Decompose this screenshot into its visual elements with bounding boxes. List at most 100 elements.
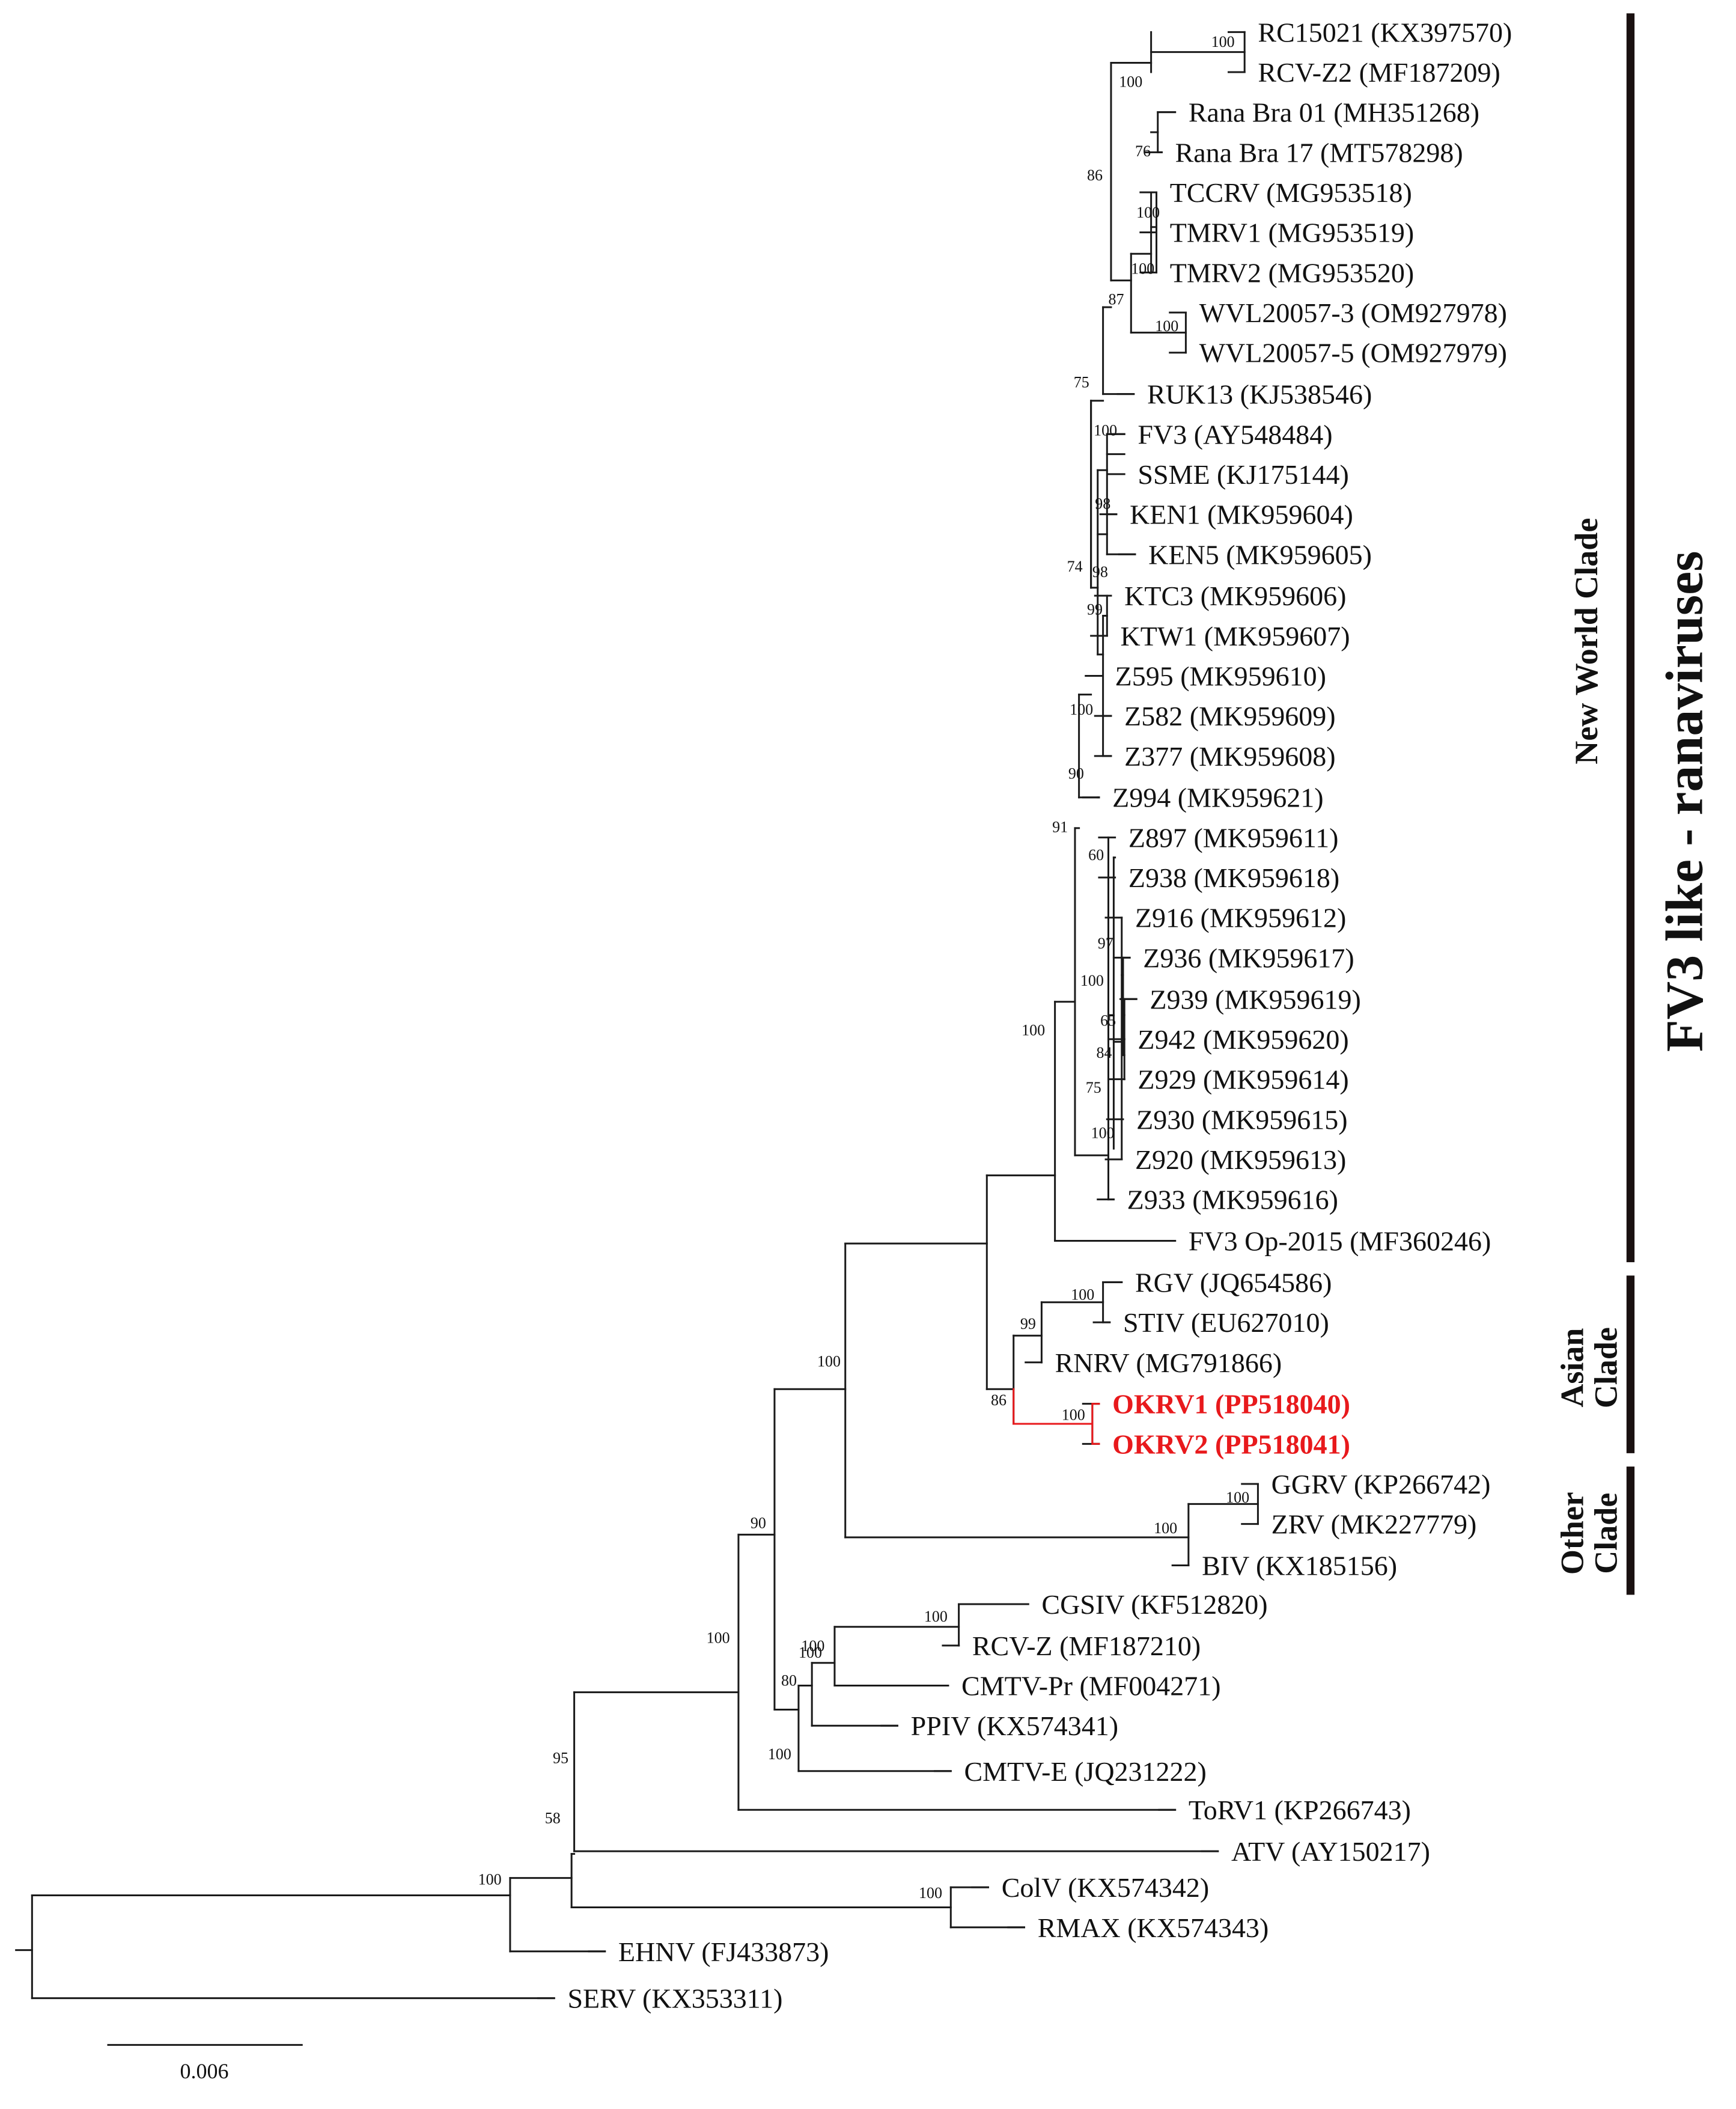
taxon-label-rmax: RMAX (KX574343) — [1038, 1912, 1269, 1943]
taxon-label-ssme: SSME (KJ175144) — [1138, 459, 1348, 490]
taxon-label-rc15021: RC15021 (KX397570) — [1258, 17, 1512, 47]
bootstrap-value: 97 — [1098, 935, 1113, 952]
bootstrap-value: 75 — [1074, 373, 1089, 391]
taxon-label-ken1: KEN1 (MK959604) — [1130, 499, 1353, 530]
bootstrap-value: 58 — [545, 1809, 561, 1827]
taxon-label-tmrv1: TMRV1 (MG953519) — [1170, 218, 1414, 248]
other-clade-label-line: Clade — [1588, 1493, 1624, 1574]
bootstrap-value: 86 — [991, 1391, 1007, 1409]
taxon-label-cmtvpr: CMTV-Pr (MF004271) — [961, 1671, 1221, 1702]
taxon-label-stiv: STIV (EU627010) — [1123, 1307, 1329, 1338]
taxon-label-ehnv: EHNV (FJ433873) — [618, 1937, 829, 1967]
taxon-label-rgv: RGV (JQ654586) — [1135, 1267, 1332, 1298]
taxon-label-tccrv: TCCRV (MG953518) — [1170, 177, 1412, 208]
bootstrap-value: 100 — [1091, 1124, 1115, 1141]
taxon-label-z920: Z920 (MK959613) — [1135, 1144, 1346, 1175]
taxon-label-biv: BIV (KX185156) — [1202, 1551, 1397, 1581]
taxon-label-z916: Z916 (MK959612) — [1135, 903, 1346, 933]
taxon-label-ktw1: KTW1 (MK959607) — [1121, 621, 1350, 652]
taxon-label-ggrv: GGRV (KP266742) — [1272, 1469, 1491, 1500]
bootstrap-value: 100 — [1070, 701, 1093, 718]
taxon-label-ruk13: RUK13 (KJ538546) — [1147, 379, 1372, 410]
taxon-label-zrv: ZRV (MK227779) — [1272, 1509, 1477, 1540]
taxon-label-z595: Z595 (MK959610) — [1115, 661, 1326, 691]
new-world-clade-bar — [1626, 13, 1635, 1263]
bootstrap-value: 100 — [1155, 317, 1178, 335]
bootstrap-value: 86 — [1087, 166, 1103, 184]
figure-title: FV3 like - ranaviruses — [1656, 551, 1714, 1052]
bootstrap-value: 100 — [817, 1352, 841, 1370]
bootstrap-value: 99 — [1087, 600, 1103, 618]
taxon-label-colv: ColV (KX574342) — [1002, 1872, 1209, 1903]
taxon-label-z930: Z930 (MK959615) — [1136, 1104, 1347, 1135]
taxon-label-z939: Z939 (MK959619) — [1150, 984, 1360, 1015]
bootstrap-value: 74 — [1067, 558, 1083, 575]
bootstrap-value: 100 — [1119, 73, 1142, 90]
bootstrap-value: 100 — [1094, 421, 1117, 439]
taxon-label-tmrv2: TMRV2 (MG953520) — [1170, 257, 1414, 288]
taxon-label-z938: Z938 (MK959618) — [1128, 862, 1339, 893]
taxon-label-rnrv: RNRV (MG791866) — [1055, 1348, 1282, 1378]
bootstrap-value: 99 — [1020, 1315, 1036, 1332]
bootstrap-value: 100 — [707, 1629, 730, 1646]
taxon-label-okrv1: OKRV1 (PP518040) — [1112, 1389, 1350, 1420]
taxon-label-z897: Z897 (MK959611) — [1128, 822, 1339, 853]
bootstrap-value: 100 — [1226, 1489, 1249, 1506]
taxon-label-wvl3: WVL20057-3 (OM927978) — [1199, 298, 1507, 328]
taxon-label-atv: ATV (AY150217) — [1231, 1836, 1430, 1867]
taxon-label-cgsiv: CGSIV (KF512820) — [1041, 1589, 1267, 1620]
taxon-label-rcvz: RCV-Z (MF187210) — [972, 1631, 1201, 1661]
other-clade-label-line: Other — [1555, 1492, 1591, 1575]
taxon-label-ken5: KEN5 (MK959605) — [1148, 539, 1372, 570]
taxon-label-cmtve: CMTV-E (JQ231222) — [964, 1756, 1207, 1787]
taxon-label-torv1: ToRV1 (KP266743) — [1189, 1795, 1411, 1825]
taxon-label-z929: Z929 (MK959614) — [1138, 1064, 1348, 1095]
taxon-label-fv3op: FV3 Op-2015 (MF360246) — [1189, 1226, 1491, 1257]
taxon-label-fv3: FV3 (AY548484) — [1138, 419, 1332, 450]
taxon-label-z994: Z994 (MK959621) — [1112, 783, 1323, 813]
taxon-label-z377: Z377 (MK959608) — [1124, 741, 1335, 772]
new-world-clade-label-line: New World Clade — [1568, 518, 1604, 765]
taxon-label-okrv2: OKRV2 (PP518041) — [1112, 1429, 1350, 1459]
leaf-labels: RC15021 (KX397570) RCV-Z2 (MF187209) Rana … — [567, 17, 1512, 2013]
taxon-label-z582: Z582 (MK959609) — [1124, 701, 1335, 731]
bootstrap-value: 76 — [1135, 142, 1151, 160]
asian-clade-label-line: Asian — [1555, 1328, 1591, 1408]
bootstrap-value: 60 — [1088, 846, 1104, 864]
bootstrap-value: 100 — [1071, 1286, 1094, 1303]
bootstrap-value: 95 — [553, 1749, 568, 1766]
bootstrap-values: 1005895100100901001008610091747586100100… — [478, 33, 1249, 1902]
taxon-label-ranabra01: Rana Bra 01 (MH351268) — [1189, 97, 1479, 128]
taxon-label-wvl5: WVL20057-5 (OM927979) — [1199, 338, 1507, 368]
branches — [15, 31, 1259, 2000]
bootstrap-value: 87 — [1109, 291, 1124, 308]
bootstrap-value: 100 — [768, 1745, 791, 1763]
bootstrap-value: 98 — [1092, 563, 1108, 581]
bootstrap-value: 84 — [1097, 1044, 1112, 1061]
bootstrap-value: 100 — [801, 1637, 824, 1655]
taxon-label-z936: Z936 (MK959617) — [1143, 942, 1354, 973]
taxon-label-z942: Z942 (MK959620) — [1138, 1024, 1348, 1055]
bootstrap-value: 100 — [1131, 260, 1154, 278]
taxon-label-ranabra17: Rana Bra 17 (MT578298) — [1175, 137, 1463, 168]
other-clade-bar — [1626, 1467, 1635, 1595]
bootstrap-value: 100 — [1211, 33, 1235, 50]
bootstrap-value: 90 — [1068, 765, 1084, 783]
bootstrap-value: 75 — [1086, 1079, 1101, 1096]
bootstrap-value: 90 — [751, 1514, 766, 1531]
okrv-highlight-branches — [1013, 1388, 1100, 1445]
taxon-label-rcvz2: RCV-Z2 (MF187209) — [1258, 57, 1500, 88]
new-world-clade-label: New World Clade — [1568, 518, 1604, 765]
bootstrap-value: 100 — [1022, 1021, 1045, 1039]
bootstrap-value: 100 — [1062, 1406, 1085, 1423]
taxon-label-ktc3: KTC3 (MK959606) — [1124, 581, 1346, 611]
taxon-label-z933: Z933 (MK959616) — [1127, 1185, 1338, 1215]
bootstrap-value: 100 — [1136, 204, 1160, 221]
taxon-label-ppiv: PPIV (KX574341) — [911, 1711, 1118, 1741]
bootstrap-value: 100 — [478, 1871, 502, 1888]
bootstrap-value: 100 — [799, 1644, 822, 1661]
clade-bars — [1626, 13, 1635, 1595]
